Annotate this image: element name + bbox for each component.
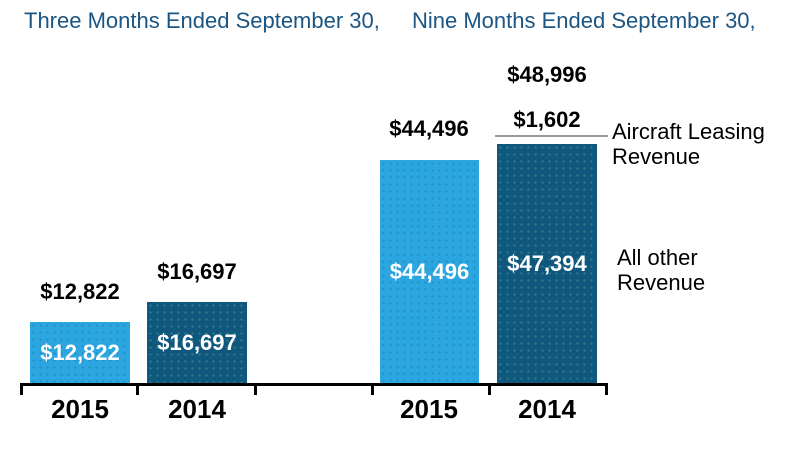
group-title-nine-months: Nine Months Ended September 30, [412, 8, 756, 33]
total-label-3mo-2014: $16,697 [157, 259, 237, 284]
year-label-3mo-2014: 2014 [168, 394, 226, 424]
segment-label-aircraft-leasing: $1,602 [513, 107, 581, 132]
axis-tick [371, 383, 374, 395]
legend-all-other-revenue: All other Revenue [617, 245, 706, 295]
bar-inside-label: $12,822 [40, 339, 120, 365]
total-label-9mo-2015: $44,496 [389, 116, 469, 141]
bar-inside-label: $47,394 [507, 250, 587, 276]
total-label-9mo-2014: $48,996 [507, 62, 587, 87]
axis-tick [488, 383, 491, 395]
bar-inside-label: $16,697 [157, 329, 237, 355]
year-label-9mo-2015: 2015 [400, 394, 458, 424]
bar-inside-label: $44,496 [389, 258, 470, 284]
year-label-3mo-2015: 2015 [51, 394, 109, 424]
bar-3mo-2015: $12,822 [30, 322, 130, 383]
axis-tick [20, 383, 23, 395]
total-label-3mo-2015: $12,822 [40, 279, 120, 304]
group-title-three-months: Three Months Ended September 30, [24, 8, 380, 33]
axis-tick [605, 383, 608, 395]
bar-segment-aircraft-leasing [497, 137, 597, 144]
x-axis-line [20, 383, 608, 386]
year-label-9mo-2014: 2014 [518, 394, 576, 424]
segment-divider-line [495, 135, 608, 137]
bar-9mo-2015: $44,496 [380, 160, 479, 383]
bar-9mo-2014: $47,394 [497, 144, 597, 383]
legend-aircraft-leasing-revenue: Aircraft Leasing Revenue [612, 119, 765, 169]
axis-tick [136, 383, 139, 395]
axis-tick [254, 383, 257, 395]
bar-3mo-2014: $16,697 [147, 302, 247, 383]
